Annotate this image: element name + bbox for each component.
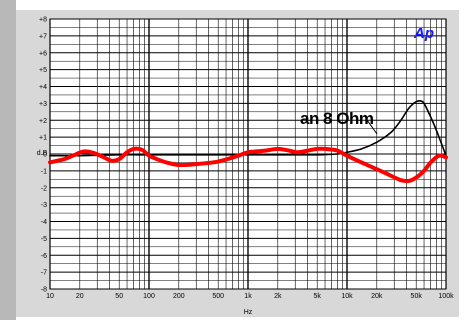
x-tick-label: 100k bbox=[438, 293, 454, 300]
x-tick-label: 500 bbox=[212, 293, 224, 300]
y-tick-label: +8 bbox=[39, 17, 47, 24]
x-tick-label: 50 bbox=[115, 293, 123, 300]
y-tick-label: +4 bbox=[39, 84, 47, 91]
x-tick-labels: 10 20 50 100 200 500 1k 2k 5k 10k 20k 50k 100k bbox=[46, 293, 454, 300]
series-layer bbox=[48, 99, 448, 184]
x-tick-label: 20 bbox=[76, 293, 84, 300]
annotation-label: an 8 Ohm bbox=[300, 109, 374, 128]
x-tick-label: 100 bbox=[143, 293, 155, 300]
y-tick-label: -5 bbox=[41, 236, 47, 243]
frequency-response-chart: +8 +7 +6 +5 +4 +3 +2 +1 -0 -1 -2 -3 -4 -5 -6 -7 -8 10 20 5… bbox=[37, 17, 454, 317]
x-tick-label: 1k bbox=[244, 293, 252, 300]
y-tick-labels: +8 +7 +6 +5 +4 +3 +2 +1 -0 -1 -2 -3 -4 -5 -6 -7 -8 bbox=[39, 17, 47, 294]
chart-panel: +8 +7 +6 +5 +4 +3 +2 +1 -0 -1 -2 -3 -4 -5 -6 -7 -8 10 20 5… bbox=[16, 10, 459, 317]
x-tick-label: 10 bbox=[46, 293, 54, 300]
y-tick-label: +3 bbox=[39, 101, 47, 108]
x-tick-label: 10k bbox=[341, 293, 353, 300]
y-tick-label: +6 bbox=[39, 50, 47, 57]
y-tick-label: -4 bbox=[41, 219, 47, 226]
red-response-curve bbox=[48, 146, 448, 184]
y-tick-label: -8 bbox=[41, 287, 47, 294]
y-tick-label: -2 bbox=[41, 185, 47, 192]
left-shadow-band bbox=[0, 0, 16, 320]
y-tick-label: -3 bbox=[41, 202, 47, 209]
y-tick-label: +5 bbox=[39, 67, 47, 74]
y-tick-label: +7 bbox=[39, 33, 47, 40]
x-tick-label: 200 bbox=[173, 293, 185, 300]
y-tick-label: -6 bbox=[41, 253, 47, 260]
y-axis-label: d B bbox=[37, 150, 48, 157]
y-tick-label: -1 bbox=[41, 168, 47, 175]
y-tick-label: -7 bbox=[41, 270, 47, 277]
y-tick-label: -0 bbox=[41, 152, 47, 159]
x-tick-label: 50k bbox=[411, 293, 423, 300]
ap-logo: Ap bbox=[413, 25, 434, 42]
annotation-leader-line bbox=[366, 119, 378, 135]
x-tick-label: 20k bbox=[371, 293, 383, 300]
x-tick-label: 2k bbox=[274, 293, 282, 300]
y-tick-label: +1 bbox=[39, 135, 47, 142]
black-response-curve-8-ohm bbox=[49, 99, 447, 157]
y-tick-label: +2 bbox=[39, 118, 47, 125]
x-tick-label: 5k bbox=[313, 293, 321, 300]
x-axis-label: Hz bbox=[244, 309, 253, 316]
